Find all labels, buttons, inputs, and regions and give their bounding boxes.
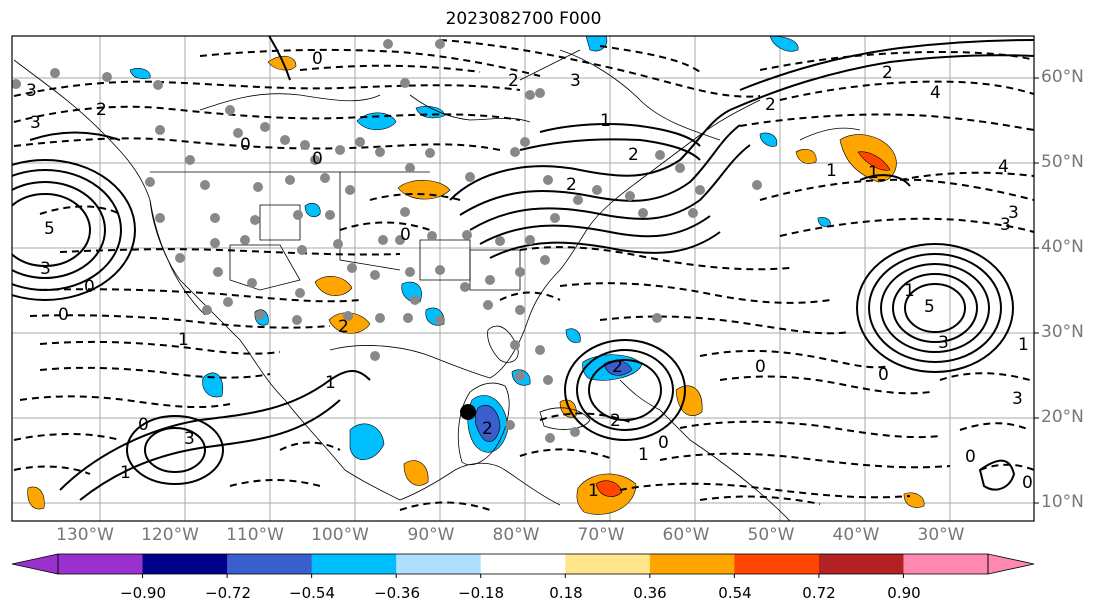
- contour-label: 2: [882, 63, 893, 83]
- colorbar-segment: [58, 554, 144, 574]
- contour-label: 2: [628, 145, 639, 165]
- contour-label: 1: [868, 163, 879, 183]
- lat-label: 60°N: [1041, 67, 1084, 87]
- contour-label: 1: [904, 281, 915, 301]
- dashed-contours: [13, 39, 1034, 511]
- lat-label: 20°N: [1041, 407, 1084, 427]
- contour-label: 3: [1008, 203, 1019, 223]
- lat-label: 10°N: [1041, 492, 1084, 512]
- contour-label: 0: [755, 357, 766, 377]
- contour-label: 0: [400, 225, 411, 245]
- contour-label: 1: [1018, 335, 1029, 355]
- map-frame: [11, 35, 1035, 522]
- contour-label: 0: [138, 415, 149, 435]
- contour-label: 2: [96, 100, 107, 120]
- contour-label: 5: [44, 219, 55, 239]
- contour-label: 2: [566, 175, 577, 195]
- colorbar-segment: [480, 554, 566, 574]
- colorbar-segment: [396, 554, 482, 574]
- lon-label: 110°W: [226, 525, 284, 545]
- contour-label: 3: [184, 429, 195, 449]
- contour-label: 1: [325, 373, 336, 393]
- contour-label: 0: [312, 149, 323, 169]
- lat-label: 30°N: [1041, 322, 1084, 342]
- colorbar-segment: [311, 554, 397, 574]
- contour-label: 2: [508, 71, 519, 91]
- contour-label: 0: [240, 135, 251, 155]
- contour-label: 4: [998, 157, 1009, 177]
- colorbar-segment: [818, 554, 904, 574]
- colorbar-segment: [734, 554, 820, 574]
- colorbar-tick-label: 0.36: [633, 584, 667, 602]
- contour-label: 3: [40, 259, 51, 279]
- lat-label: 50°N: [1041, 152, 1084, 172]
- colorbar-extend-high: [987, 553, 1035, 575]
- colorbar-tick-label: −0.54: [289, 584, 335, 602]
- lon-label: 70°W: [577, 525, 625, 545]
- contour-label: 2: [612, 357, 623, 377]
- colorbar-tick-label: 0.54: [718, 584, 752, 602]
- colorbar: [11, 553, 1035, 578]
- contour-label: 3: [26, 81, 37, 101]
- lat-label: 40°N: [1041, 237, 1084, 257]
- lon-label: 30°W: [917, 525, 965, 545]
- storm-center-marker: [460, 404, 476, 420]
- lon-label: 60°W: [662, 525, 710, 545]
- colorbar-segment: [903, 554, 989, 574]
- contour-label: 2: [610, 411, 621, 431]
- colorbar-tick-label: 0.72: [802, 584, 836, 602]
- contour-label: 3: [570, 71, 581, 91]
- colorbar-segment: [142, 554, 228, 574]
- contour-label: 0: [878, 365, 889, 385]
- contour-label: 2: [482, 419, 493, 439]
- contour-label: 0: [658, 433, 669, 453]
- lon-label: 130°W: [56, 525, 114, 545]
- contour-label: 1: [120, 463, 131, 483]
- colorbar-tick-label: −0.18: [458, 584, 504, 602]
- map-title: 2023082700 F000: [445, 9, 602, 29]
- contour-label: 1: [638, 445, 649, 465]
- contour-label: 0: [1022, 473, 1033, 493]
- colorbar-segment: [565, 554, 651, 574]
- contour-label: 1: [600, 111, 611, 131]
- solid-contours: [12, 36, 1034, 501]
- colorbar-tick-label: 0.90: [887, 584, 921, 602]
- contour-label: 3: [30, 113, 41, 133]
- anomaly-fills: [27, 36, 925, 515]
- coastlines: [13, 49, 861, 521]
- contour-label: 3: [938, 333, 949, 353]
- contour-label: 5: [924, 297, 935, 317]
- colorbar-segment: [227, 554, 313, 574]
- station-dots: [12, 39, 762, 443]
- lon-label: 80°W: [492, 525, 540, 545]
- contour-label: 4: [930, 83, 941, 103]
- map-background: [12, 36, 1034, 521]
- contour-label: 1: [178, 330, 189, 350]
- contour-label: 1: [826, 161, 837, 181]
- lon-label: 100°W: [311, 525, 369, 545]
- lon-label: 90°W: [407, 525, 455, 545]
- contour-label: 3: [1012, 389, 1023, 409]
- contour-label: 0: [312, 49, 323, 69]
- colorbar-segment: [649, 554, 735, 574]
- contour-label: 2: [765, 95, 776, 115]
- lon-label: 40°W: [832, 525, 880, 545]
- lon-label: 120°W: [141, 525, 199, 545]
- contour-label: 0: [58, 305, 69, 325]
- colorbar-tick-label: 0.18: [549, 584, 583, 602]
- lon-label: 50°W: [747, 525, 795, 545]
- contour-label: 3: [1000, 215, 1011, 235]
- colorbar-tick-label: −0.36: [374, 584, 420, 602]
- colorbar-extend-low: [11, 553, 59, 575]
- contour-label: 2: [338, 317, 349, 337]
- contour-labels: 0 2 3 2 1 3 2 4 1 2 3 0 2 0 0 5 3 0 3 2 …: [26, 49, 1033, 501]
- contour-label: 1: [588, 481, 599, 501]
- contour-label: 0: [965, 447, 976, 467]
- axis-ticks: [1034, 77, 1039, 504]
- contour-label: 0: [84, 277, 95, 297]
- colorbar-border: [57, 553, 989, 575]
- colorbar-tick-label: −0.90: [120, 584, 166, 602]
- colorbar-tick-label: −0.72: [205, 584, 251, 602]
